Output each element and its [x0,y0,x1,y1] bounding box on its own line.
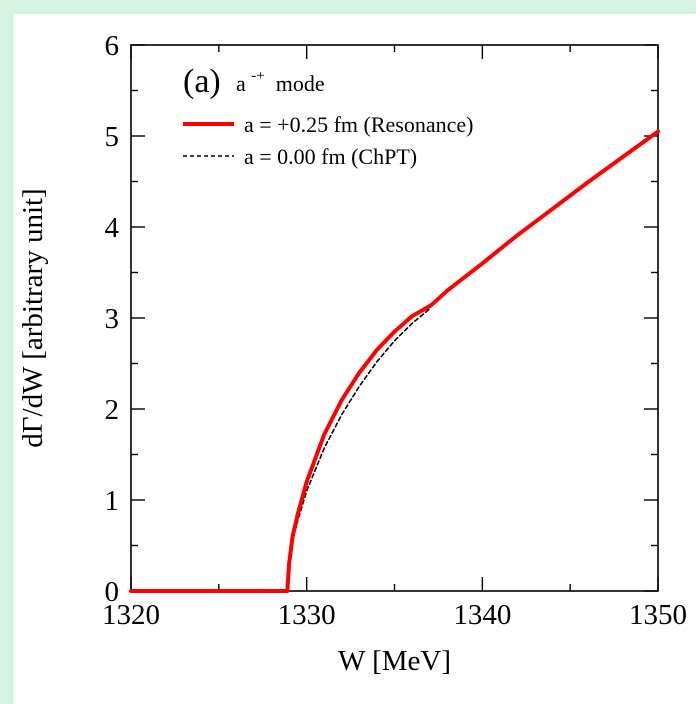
mode-label: a -+ mode [236,60,325,96]
x-tick-label: 1340 [453,599,511,631]
y-axis-label: dΓ/dW [arbitrary unit] [17,188,49,447]
legend: (a) a -+ mode a = +0.25 fm (Resonance) a… [183,60,473,169]
plot-panel [14,14,696,704]
y-tick-label: 4 [105,212,120,244]
x-tick-label: 1350 [629,599,687,631]
mode-label-suffix: mode [270,71,324,96]
series-line-chpt [130,130,659,592]
y-tick-label: 0 [105,576,120,608]
y-tick-label: 6 [105,30,120,62]
axis-tick-labels: 1320 1330 1340 1350 0 1 2 3 4 5 6 [102,30,687,631]
legend-entry-resonance: a = +0.25 fm (Resonance) [244,112,473,137]
y-tick-label: 1 [105,485,120,517]
axis-ticks [130,44,659,592]
y-tick-label: 2 [105,394,120,426]
x-axis-label: W [MeV] [338,645,451,677]
x-tick-label: 1330 [278,599,336,631]
legend-entry-chpt: a = 0.00 fm (ChPT) [244,144,417,169]
y-tick-label: 5 [105,121,120,153]
x-tick-label: 1320 [102,599,160,631]
mode-label-superscript: -+ [251,68,264,84]
series-layer [129,129,660,593]
y-tick-label: 3 [105,303,120,335]
mode-label-base: a [236,71,246,96]
panel-label: (a) [183,63,221,100]
series-line-resonance [129,129,660,593]
